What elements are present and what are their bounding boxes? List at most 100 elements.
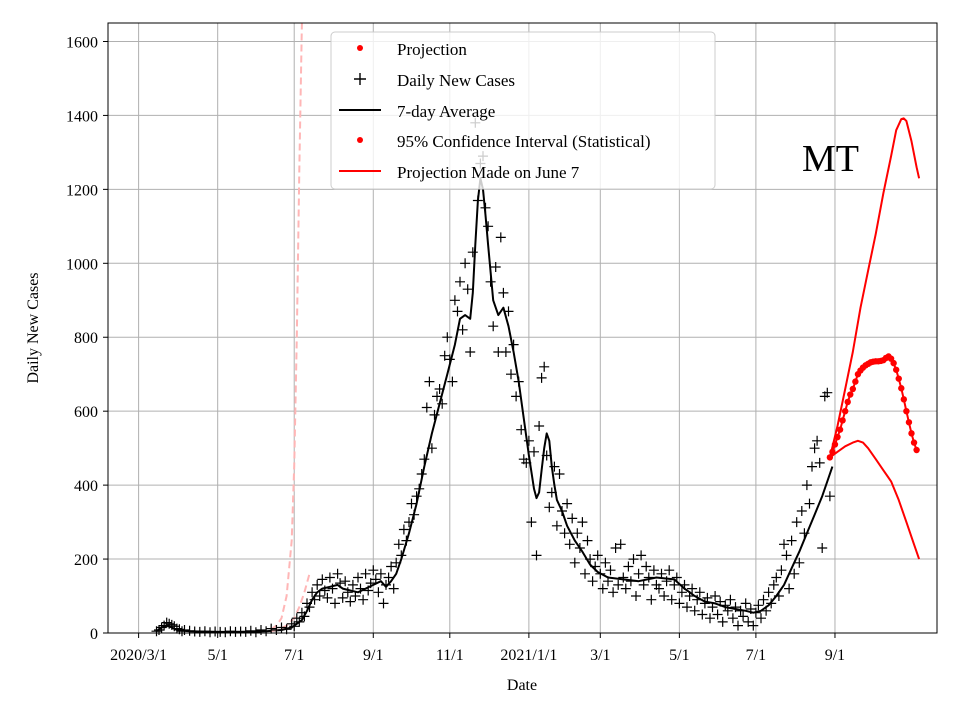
legend-entry-projection: Projection [357, 40, 467, 59]
daily-case-marker [536, 372, 547, 383]
daily-case-marker [314, 591, 325, 601]
legend-entry-daily-new-cases: Daily New Cases [354, 71, 515, 90]
daily-case-marker [730, 602, 741, 613]
projection-point [849, 385, 857, 393]
projection-dots [826, 353, 920, 461]
daily-case-marker [756, 613, 766, 624]
daily-case-marker [531, 550, 542, 561]
daily-case-marker [702, 592, 713, 603]
daily-case-marker [603, 576, 613, 587]
daily-case-marker [784, 583, 795, 594]
projection-point [836, 426, 844, 433]
y-tick-label: 800 [74, 330, 98, 347]
daily-case-marker [164, 618, 175, 629]
y-tick-label: 600 [74, 404, 98, 421]
daily-case-marker [631, 591, 641, 601]
projection-point [839, 417, 846, 424]
daily-case-marker [161, 617, 172, 628]
daily-case-marker [406, 498, 417, 509]
daily-case-marker [694, 587, 705, 598]
daily-case-marker [646, 594, 657, 605]
daily-case-marker [758, 594, 769, 605]
daily-case-marker [166, 619, 177, 630]
daily-case-marker [692, 594, 703, 605]
daily-case-marker [411, 491, 422, 502]
daily-case-marker [595, 568, 606, 579]
daily-case-marker [353, 572, 363, 583]
daily-case-marker [717, 616, 728, 627]
daily-case-marker [439, 350, 450, 361]
x-tick-label: 7/1 [284, 647, 304, 664]
daily-case-marker [796, 506, 807, 516]
daily-case-marker [169, 621, 180, 632]
daily-case-marker [340, 576, 351, 587]
projection-point [908, 430, 915, 437]
x-tick-label: 2020/3/1 [110, 647, 167, 664]
daily-case-marker [324, 572, 335, 583]
state-annotation: MT [802, 138, 859, 180]
daily-case-marker [370, 574, 381, 585]
daily-case-marker [432, 391, 442, 402]
daily-case-marker [421, 402, 432, 413]
daily-case-marker [151, 626, 162, 637]
daily-case-marker [483, 221, 494, 232]
x-tick-label: 7/1 [746, 647, 766, 664]
y-tick-label: 1000 [66, 256, 98, 273]
daily-case-marker [396, 550, 407, 561]
daily-case-marker [623, 561, 634, 572]
daily-case-marker [727, 613, 738, 624]
daily-case-marker [786, 535, 797, 546]
daily-case-marker [381, 579, 391, 590]
legend-marker-plus-icon [354, 73, 366, 85]
daily-case-marker [546, 487, 557, 498]
y-tick-label: 200 [74, 552, 98, 569]
daily-case-marker [184, 625, 195, 636]
daily-case-marker [625, 576, 636, 587]
daily-case-marker [526, 517, 537, 528]
daily-case-marker [600, 557, 611, 568]
daily-case-marker [779, 539, 789, 550]
daily-case-marker [416, 469, 427, 479]
y-axis-ticks: 0 200 400 600 800 1000 1200 1400 1600 [66, 34, 108, 643]
daily-case-marker [643, 572, 654, 583]
daily-case-marker [689, 605, 700, 616]
daily-case-marker [707, 602, 718, 613]
daily-case-marker [523, 435, 534, 446]
daily-case-marker [460, 258, 471, 269]
daily-case-marker [401, 535, 412, 546]
daily-case-marker [738, 611, 749, 622]
projection-point [834, 433, 841, 441]
daily-case-marker [771, 572, 782, 583]
projection-point [900, 396, 908, 403]
daily-case-marker [812, 435, 823, 446]
daily-case-marker [529, 446, 539, 457]
daily-case-marker [574, 543, 585, 553]
daily-case-marker [240, 626, 251, 637]
daily-case-marker [791, 517, 802, 528]
daily-case-marker [710, 591, 721, 601]
daily-case-marker [613, 579, 624, 590]
daily-case-marker [266, 623, 277, 634]
daily-case-marker [462, 284, 473, 295]
daily-case-marker [687, 583, 698, 594]
daily-case-marker [245, 625, 256, 636]
daily-case-marker [398, 524, 409, 535]
legend: Projection Daily New Cases 7-day Average… [330, 31, 716, 190]
legend-label: 7-day Average [397, 102, 495, 121]
daily-case-marker [534, 421, 545, 431]
daily-case-marker [580, 568, 590, 579]
series-projection-made-on-june-7 [270, 22, 303, 631]
daily-case-marker [824, 491, 835, 502]
daily-case-marker [199, 626, 210, 637]
daily-case-marker [225, 626, 236, 637]
daily-case-marker [319, 585, 330, 596]
daily-case-marker [557, 506, 567, 516]
daily-case-marker [365, 578, 376, 589]
daily-case-marker [480, 202, 491, 213]
series-7-day-average [155, 177, 834, 633]
daily-case-marker [317, 574, 328, 585]
daily-case-marker [156, 622, 167, 633]
daily-case-marker [768, 579, 779, 590]
daily-case-marker [620, 583, 631, 594]
daily-case-marker [488, 321, 499, 332]
